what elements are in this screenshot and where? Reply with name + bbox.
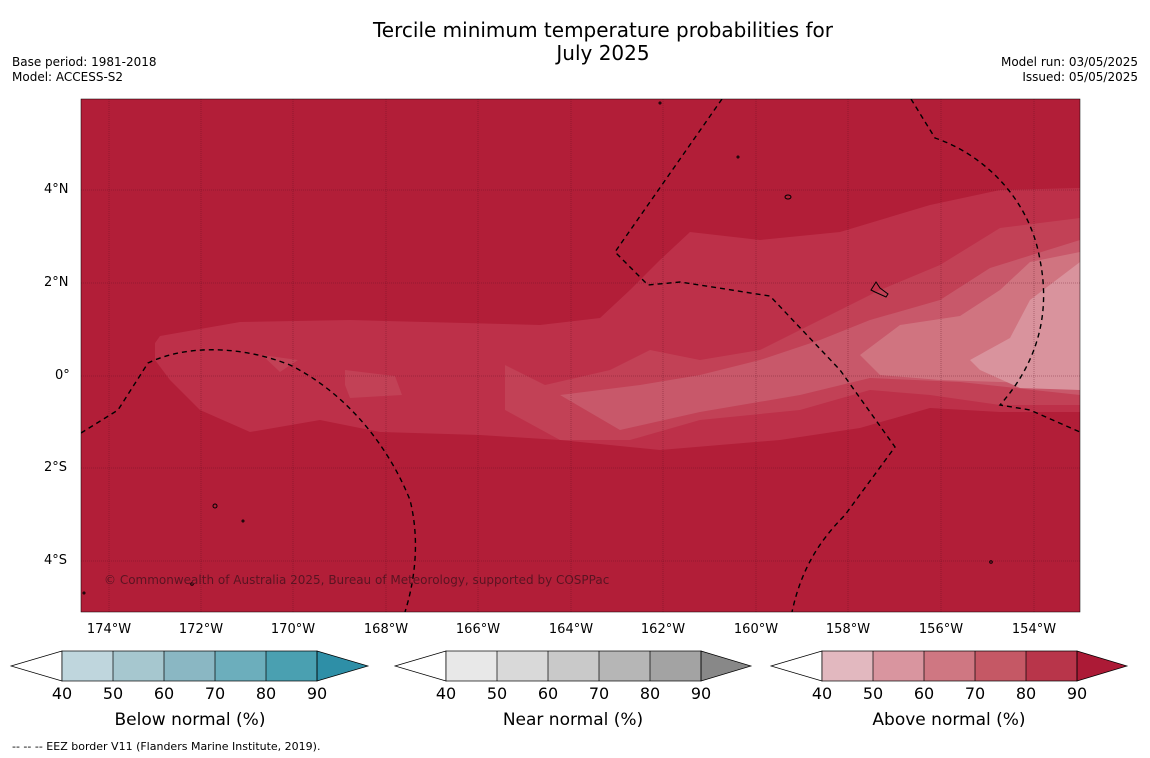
legend-tick: 70 — [588, 684, 610, 703]
legend-tick: 80 — [255, 684, 277, 703]
map-title: Tercile minimum temperature probabilitie… — [0, 19, 1150, 65]
legend-tick: 90 — [306, 684, 328, 703]
lon-label: 162°W — [640, 622, 686, 637]
probability-band-75 — [262, 218, 1080, 440]
lon-label: 164°W — [548, 622, 594, 637]
meta-right: Model run: 03/05/2025 Issued: 05/05/2025 — [1001, 55, 1138, 85]
legend-near-normal — [393, 650, 753, 682]
eez-borders — [81, 99, 1080, 612]
legend-tick: 50 — [862, 684, 884, 703]
lon-label: 168°W — [363, 622, 409, 637]
legend-tick: 70 — [204, 684, 226, 703]
map-frame — [80, 98, 1081, 613]
legend-tick: 60 — [913, 684, 935, 703]
islands — [82, 101, 993, 595]
legend-tick: 90 — [1066, 684, 1088, 703]
legend-tick: 50 — [486, 684, 508, 703]
legend-tick: 80 — [1015, 684, 1037, 703]
lon-label: 160°W — [733, 622, 779, 637]
legend-tick: 80 — [639, 684, 661, 703]
title-line-1: Tercile minimum temperature probabilitie… — [372, 18, 834, 42]
copyright-text: © Commonwealth of Australia 2025, Bureau… — [104, 573, 610, 587]
lon-label: 158°W — [825, 622, 871, 637]
title-line-2: July 2025 — [556, 41, 650, 65]
probability-band-90 — [970, 262, 1080, 390]
legend-tick: 90 — [690, 684, 712, 703]
graticule — [81, 99, 1080, 612]
lon-label: 170°W — [270, 622, 316, 637]
legend-tick: 40 — [811, 684, 833, 703]
legend-label-near-normal: Near normal (%) — [502, 710, 644, 730]
lon-label: 156°W — [918, 622, 964, 637]
lat-label: 4°S — [44, 553, 68, 568]
legend-label-above-normal: Above normal (%) — [872, 710, 1026, 730]
map-plot-area — [81, 99, 1080, 612]
legend-above-normal — [769, 650, 1129, 682]
lat-label: 4°N — [44, 182, 69, 197]
legend-tick: 70 — [964, 684, 986, 703]
probability-band-80 — [560, 240, 1080, 430]
legend-below-normal — [9, 650, 370, 682]
lat-label: 2°S — [44, 460, 68, 475]
lat-label: 0° — [55, 368, 70, 383]
legend-tick: 40 — [435, 684, 457, 703]
legend-tick: 50 — [102, 684, 124, 703]
legend-tick: 40 — [51, 684, 73, 703]
legend-tick: 60 — [153, 684, 175, 703]
lon-label: 154°W — [1011, 622, 1057, 637]
model-name: Model: ACCESS-S2 — [12, 70, 124, 84]
lon-label: 174°W — [86, 622, 132, 637]
model-run: Model run: 03/05/2025 — [1000, 55, 1138, 69]
legend-tick: 60 — [537, 684, 559, 703]
lon-label: 166°W — [455, 622, 501, 637]
legend-label-below-normal: Below normal (%) — [114, 710, 266, 730]
meta-left: Base period: 1981-2018 Model: ACCESS-S2 — [12, 55, 157, 85]
base-period: Base period: 1981-2018 — [12, 55, 157, 69]
eez-footnote: -- -- -- EEZ border V11 (Flanders Marine… — [12, 740, 321, 753]
lon-label: 172°W — [178, 622, 224, 637]
issued-date: Issued: 05/05/2025 — [1022, 70, 1138, 84]
lat-label: 2°N — [44, 275, 69, 290]
